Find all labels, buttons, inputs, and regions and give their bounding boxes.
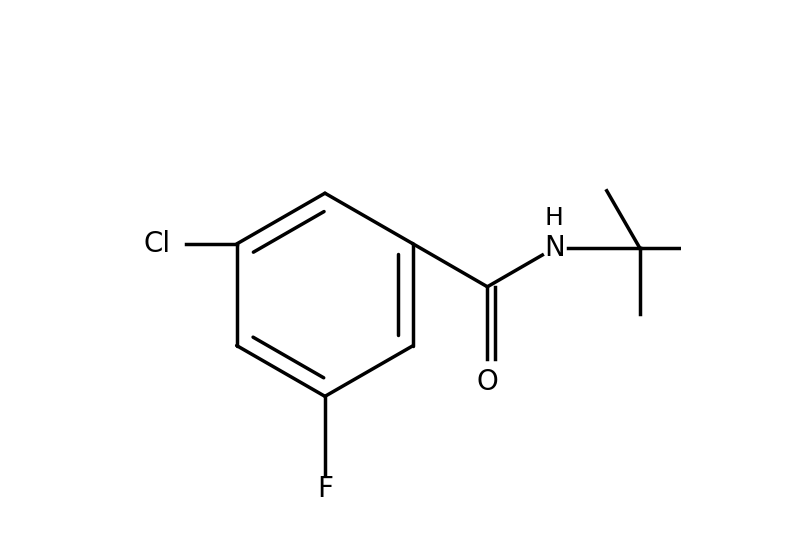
Text: Cl: Cl [143, 230, 170, 258]
Text: H: H [545, 206, 564, 231]
Text: N: N [544, 234, 565, 262]
Text: F: F [317, 475, 333, 502]
Text: O: O [476, 369, 498, 396]
